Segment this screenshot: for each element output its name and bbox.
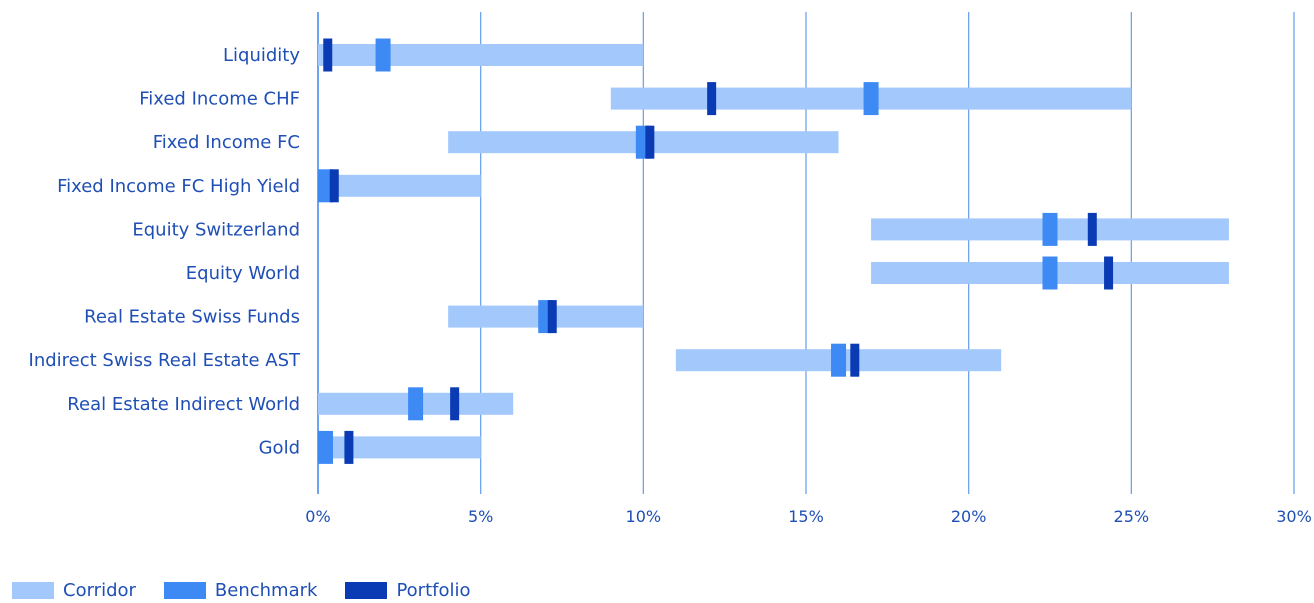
- legend-swatch-benchmark: [163, 582, 206, 599]
- x-tick-label: 25%: [1114, 507, 1150, 526]
- portfolio-marker: [329, 169, 339, 203]
- portfolio-marker: [645, 125, 655, 159]
- category-label-gold: Gold: [259, 437, 300, 458]
- legend-item-benchmark: Benchmark: [163, 580, 318, 601]
- category-label-fixed-income-fc-high-yield: Fixed Income FC High Yield: [57, 176, 300, 197]
- portfolio-marker: [450, 387, 460, 421]
- corridor-bar: [318, 174, 481, 197]
- benchmark-marker: [318, 169, 333, 203]
- legend-swatch-portfolio: [345, 582, 388, 599]
- benchmark-marker: [1042, 256, 1058, 290]
- plot-area: [318, 38, 1229, 464]
- portfolio-marker: [344, 430, 354, 464]
- benchmark-marker: [863, 82, 879, 116]
- x-tick-label: 10%: [626, 507, 662, 526]
- corridor-bar: [318, 44, 644, 66]
- legend: Corridor Benchmark Portfolio: [12, 580, 499, 601]
- portfolio-marker: [850, 343, 860, 377]
- legend-label-portfolio: Portfolio: [396, 580, 471, 601]
- benchmark-marker: [831, 343, 847, 377]
- category-labels: Liquidity Fixed Income CHF Fixed Income FC…: [29, 45, 301, 458]
- portfolio-marker: [547, 300, 557, 334]
- benchmark-marker: [408, 387, 424, 421]
- x-tick-label: 30%: [1276, 507, 1312, 526]
- portfolio-marker: [1087, 212, 1097, 246]
- portfolio-marker: [323, 38, 333, 72]
- benchmark-marker: [1042, 212, 1058, 246]
- portfolio-marker: [1104, 256, 1114, 290]
- x-axis-tick-labels: 0% 5% 10% 15% 20% 25% 30%: [305, 507, 1311, 526]
- gridlines: [317, 12, 1295, 494]
- corridor-bar: [318, 436, 481, 459]
- category-label-real-estate-indirect-world: Real Estate Indirect World: [67, 394, 300, 415]
- x-tick-label: 15%: [788, 507, 824, 526]
- category-label-fixed-income-fc: Fixed Income FC: [153, 132, 300, 153]
- category-label-real-estate-swiss-funds: Real Estate Swiss Funds: [84, 307, 300, 328]
- legend-label-benchmark: Benchmark: [214, 580, 318, 601]
- category-label-equity-world: Equity World: [186, 263, 300, 284]
- portfolio-marker: [707, 82, 717, 116]
- x-tick-label: 20%: [951, 507, 987, 526]
- legend-swatch-corridor: [12, 582, 54, 599]
- legend-item-portfolio: Portfolio: [345, 580, 471, 601]
- legend-label-corridor: Corridor: [63, 580, 136, 601]
- x-tick-label: 0%: [305, 507, 330, 526]
- category-label-equity-switzerland: Equity Switzerland: [132, 219, 300, 240]
- corridor-chart: Liquidity Fixed Income CHF Fixed Income FC…: [29, 12, 1312, 526]
- benchmark-marker: [318, 430, 333, 464]
- legend-item-corridor: Corridor: [12, 580, 136, 601]
- x-tick-label: 5%: [468, 507, 493, 526]
- category-label-fixed-income-chf: Fixed Income CHF: [139, 89, 300, 110]
- category-label-liquidity: Liquidity: [223, 45, 300, 66]
- category-label-indirect-swiss-real-estate-ast: Indirect Swiss Real Estate AST: [29, 350, 301, 371]
- benchmark-marker: [375, 38, 391, 72]
